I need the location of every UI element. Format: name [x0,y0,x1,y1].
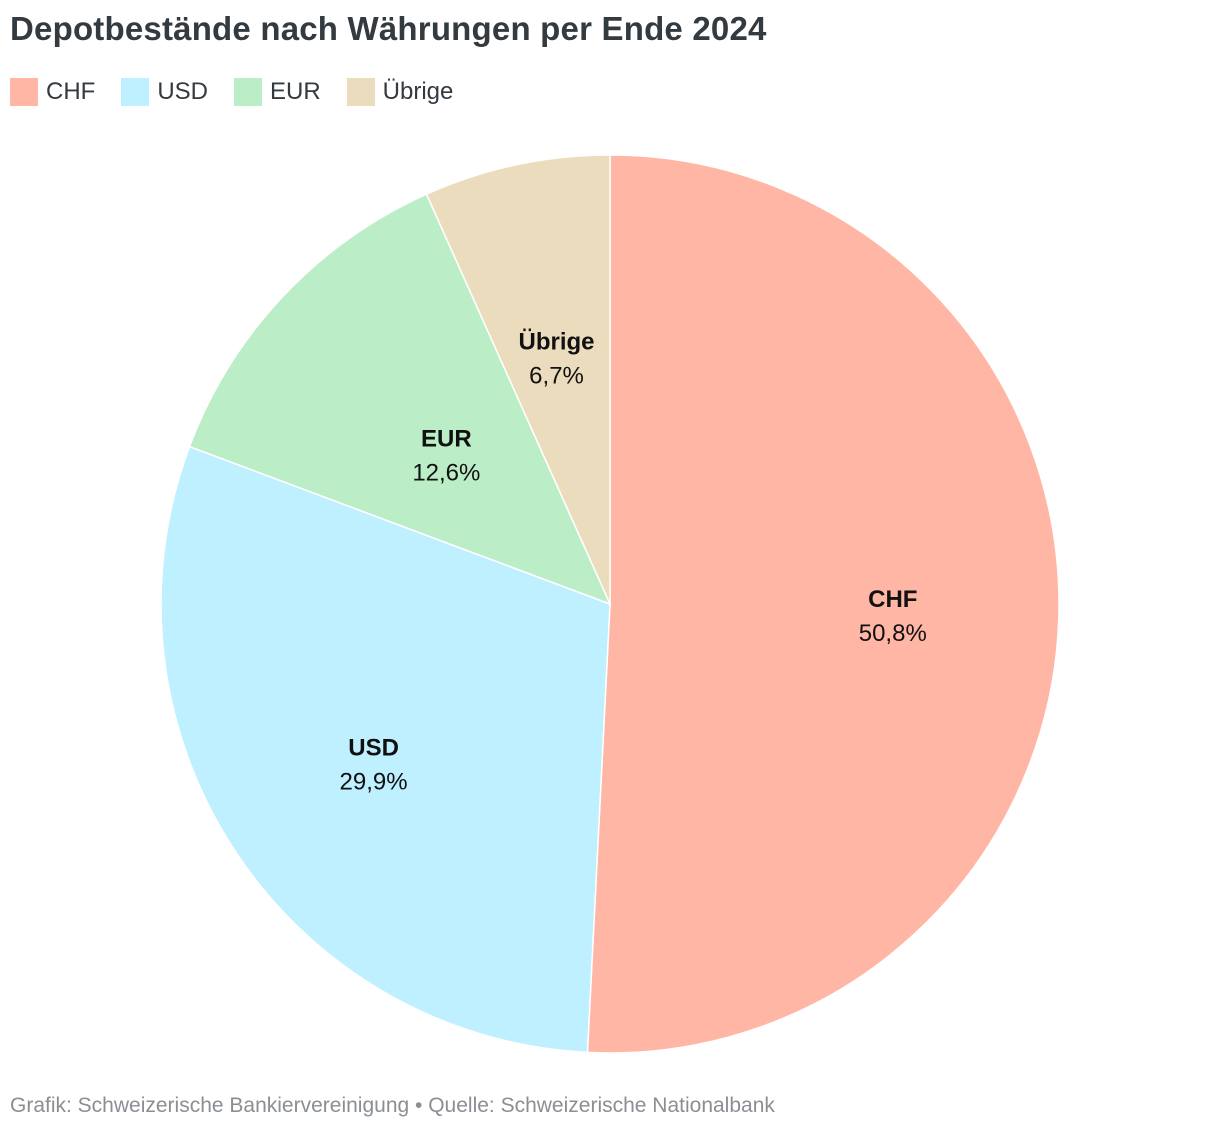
legend-item-chf[interactable]: CHF [10,78,95,106]
source-footer: Grafik: Schweizerische Bankiervereinigun… [10,1094,775,1117]
slice-label-uebrige: Übrige [519,329,595,356]
slice-label-chf: CHF [868,586,917,613]
pie-slice-chf[interactable] [586,154,1060,1054]
slice-label-usd: USD [348,734,399,761]
legend-label-uebrige: Übrige [382,78,454,105]
pie-slice-usd[interactable] [160,445,611,1054]
legend-item-uebrige[interactable]: Übrige [346,78,454,106]
legend-label-usd: USD [157,78,208,105]
slice-value-eur: 12,6% [412,459,480,486]
legend-swatch-chf [10,78,38,106]
slice-value-uebrige: 6,7% [529,363,584,390]
legend-item-eur[interactable]: EUR [234,78,321,106]
slice-value-usd: 29,9% [340,768,408,795]
chart-title: Depotbestände nach Währungen per Ende 20… [10,10,767,47]
legend-label-chf: CHF [46,78,96,105]
legend-label-eur: EUR [270,78,321,105]
pie-labels: CHF 50,8% USD 29,9% EUR 12,6% Übrige 6,7% [340,329,927,796]
legend: CHF USD EUR Übrige [10,78,453,106]
pie-slices [160,154,1060,1054]
legend-item-usd[interactable]: USD [121,78,208,106]
pie-slice-eur[interactable] [188,193,612,606]
legend-swatch-uebrige [346,78,375,106]
slice-value-chf: 50,8% [859,620,927,647]
legend-swatch-eur [234,78,262,106]
legend-swatch-usd [121,78,150,106]
pie-slice-uebrige[interactable] [425,154,611,605]
slice-label-eur: EUR [421,425,472,452]
